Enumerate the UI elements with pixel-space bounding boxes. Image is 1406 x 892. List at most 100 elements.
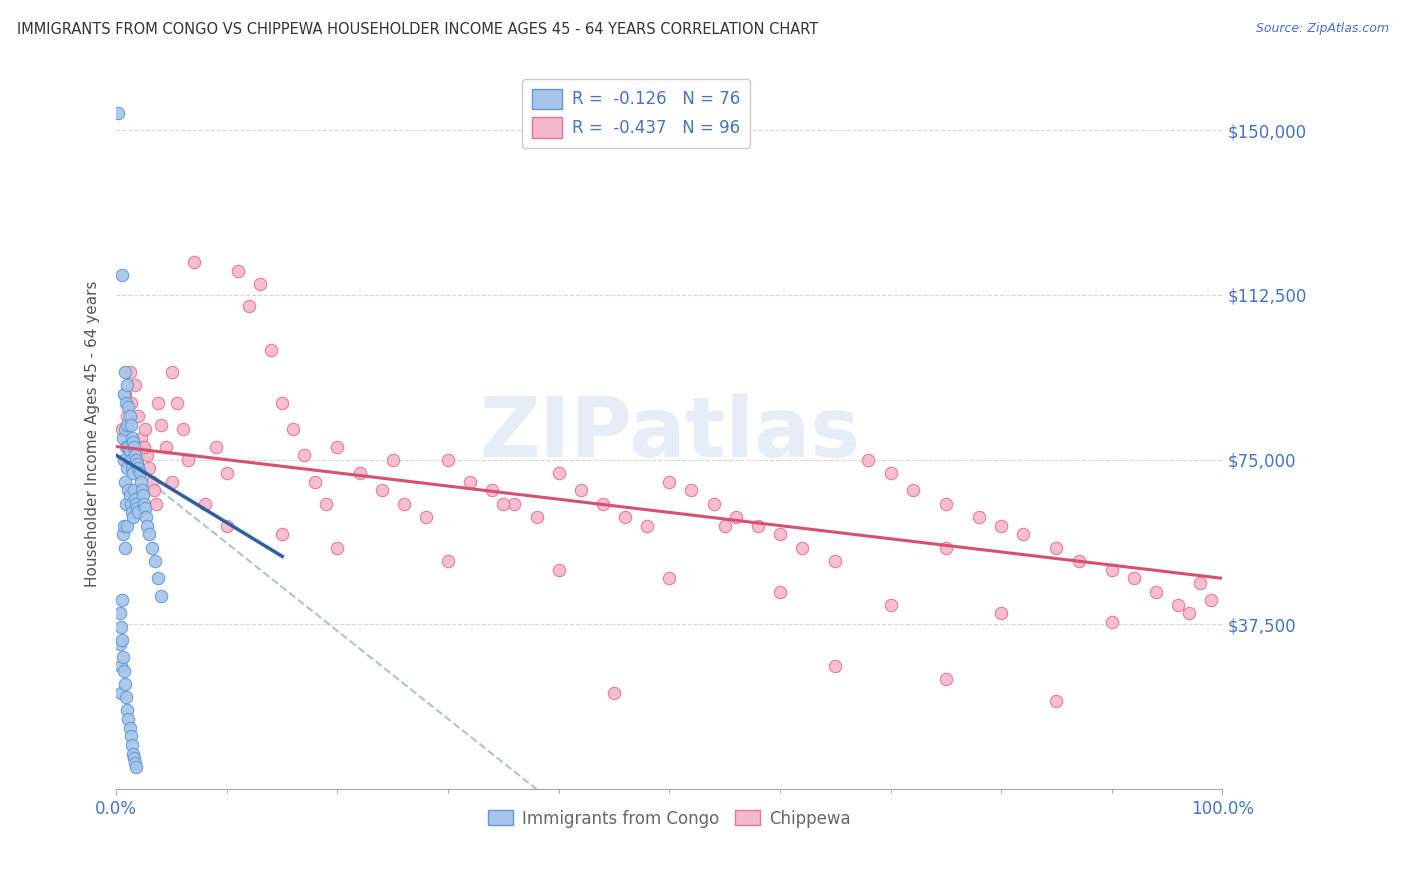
Point	[315, 497, 337, 511]
Point	[111, 422, 134, 436]
Point	[111, 650, 134, 665]
Point	[118, 365, 141, 379]
Point	[114, 475, 136, 489]
Point	[132, 440, 155, 454]
Point	[120, 497, 142, 511]
Point	[492, 497, 515, 511]
Point	[132, 497, 155, 511]
Point	[437, 554, 460, 568]
Point	[134, 501, 156, 516]
Point	[117, 703, 139, 717]
Legend: Immigrants from Congo, Chippewa: Immigrants from Congo, Chippewa	[482, 803, 858, 834]
Point	[127, 501, 149, 516]
Point	[238, 299, 260, 313]
Point	[990, 607, 1012, 621]
Point	[132, 488, 155, 502]
Point	[526, 509, 548, 524]
Point	[121, 461, 143, 475]
Point	[127, 409, 149, 423]
Point	[935, 541, 957, 555]
Point	[117, 518, 139, 533]
Point	[114, 541, 136, 555]
Point	[824, 554, 846, 568]
Point	[121, 509, 143, 524]
Point	[136, 518, 159, 533]
Point	[112, 518, 135, 533]
Point	[392, 497, 415, 511]
Point	[292, 448, 315, 462]
Point	[127, 452, 149, 467]
Point	[769, 527, 792, 541]
Point	[172, 422, 194, 436]
Point	[458, 475, 481, 489]
Point	[143, 554, 166, 568]
Point	[1167, 598, 1189, 612]
Point	[879, 598, 901, 612]
Point	[769, 584, 792, 599]
Point	[879, 466, 901, 480]
Point	[121, 431, 143, 445]
Point	[127, 505, 149, 519]
Point	[1045, 694, 1067, 708]
Point	[111, 593, 134, 607]
Point	[121, 466, 143, 480]
Point	[120, 395, 142, 409]
Point	[112, 664, 135, 678]
Point	[858, 452, 880, 467]
Point	[136, 448, 159, 462]
Text: Source: ZipAtlas.com: Source: ZipAtlas.com	[1256, 22, 1389, 36]
Point	[1045, 541, 1067, 555]
Point	[349, 466, 371, 480]
Point	[135, 509, 157, 524]
Point	[1144, 584, 1167, 599]
Point	[117, 400, 139, 414]
Point	[117, 417, 139, 432]
Point	[194, 497, 217, 511]
Point	[110, 685, 132, 699]
Point	[124, 756, 146, 770]
Point	[636, 518, 658, 533]
Point	[117, 409, 139, 423]
Point	[114, 677, 136, 691]
Point	[129, 475, 152, 489]
Point	[703, 497, 725, 511]
Point	[111, 268, 134, 282]
Point	[1178, 607, 1201, 621]
Point	[117, 712, 139, 726]
Point	[166, 395, 188, 409]
Point	[658, 475, 681, 489]
Point	[138, 461, 160, 475]
Point	[1101, 615, 1123, 630]
Point	[547, 466, 569, 480]
Point	[271, 527, 294, 541]
Point	[120, 417, 142, 432]
Point	[131, 483, 153, 498]
Point	[122, 483, 145, 498]
Point	[117, 378, 139, 392]
Point	[177, 452, 200, 467]
Point	[1012, 527, 1035, 541]
Point	[145, 497, 167, 511]
Point	[117, 483, 139, 498]
Point	[215, 518, 238, 533]
Point	[124, 492, 146, 507]
Point	[148, 571, 170, 585]
Point	[127, 461, 149, 475]
Point	[121, 747, 143, 761]
Point	[124, 448, 146, 462]
Point	[260, 343, 283, 357]
Point	[125, 760, 148, 774]
Point	[658, 571, 681, 585]
Point	[1067, 554, 1090, 568]
Point	[824, 659, 846, 673]
Point	[107, 105, 129, 120]
Point	[122, 440, 145, 454]
Point	[110, 659, 132, 673]
Point	[124, 378, 146, 392]
Point	[134, 422, 156, 436]
Point	[155, 440, 177, 454]
Point	[326, 440, 349, 454]
Point	[713, 518, 735, 533]
Point	[481, 483, 503, 498]
Point	[118, 488, 141, 502]
